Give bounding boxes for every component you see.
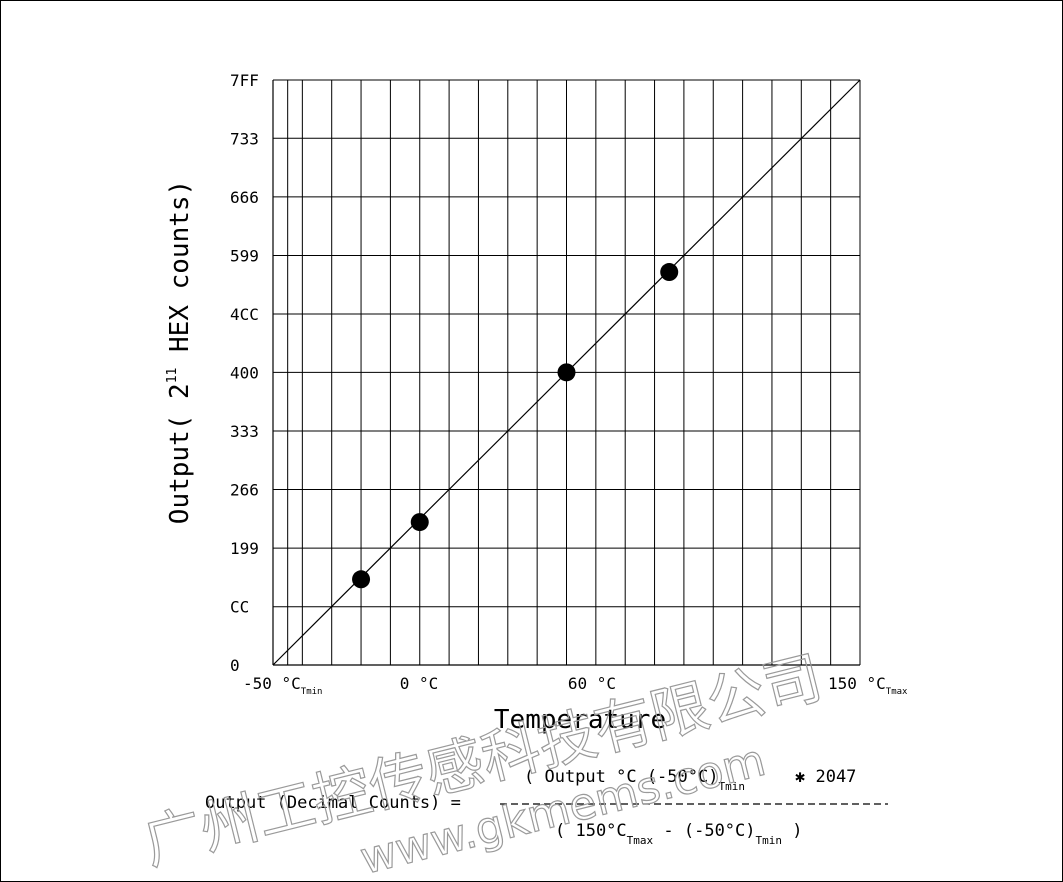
y-axis-label-sup: 11 (165, 368, 180, 384)
y-tick-label: 733 (230, 129, 259, 148)
formula-multiplier: ✱ 2047 (795, 767, 856, 787)
formula-numerator-sub: Tmin (718, 780, 745, 793)
watermark: 广州工控传感科技有限公司 www.gkmems.com (136, 643, 829, 882)
x-tick-label-text: 0 °C (400, 674, 439, 693)
grid (272, 79, 861, 666)
x-tick-label: 60 °C (568, 674, 616, 693)
y-tick-label: CC (230, 598, 249, 617)
data-point (352, 570, 371, 589)
y-tick-label: 333 (230, 422, 259, 441)
formula-numerator: ( Output °C (-50°C)Tmin (524, 767, 745, 793)
y-tick-label: 4CC (230, 305, 259, 324)
formula-lhs: Output (Decimal Counts) = (205, 793, 461, 813)
y-axis-label-prefix: Output( 2 (165, 383, 195, 524)
x-tick-label-text: 60 °C (568, 674, 616, 693)
y-tick-label: 666 (230, 188, 259, 207)
y-tick-label: 199 (230, 539, 259, 558)
x-tick-label-sub: Tmin (301, 687, 323, 697)
formula-denominator-b-sub: Tmin (756, 834, 783, 847)
formula-denominator-c: ) (782, 821, 802, 841)
x-tick-label-text: -50 °C (243, 674, 301, 693)
y-tick-label: 400 (230, 363, 259, 382)
formula-denominator-a-sub: Tmax (627, 834, 654, 847)
y-axis-label-suffix: HEX counts) (165, 180, 195, 368)
x-tick-label-sub: Tmax (886, 687, 908, 697)
x-tick-label: -50 °CTmin (243, 674, 322, 697)
x-tick-label-text: 150 °C (828, 674, 886, 693)
x-tick-label: 150 °CTmax (828, 674, 908, 697)
formula-denominator-a: ( 150°C (555, 821, 627, 841)
data-point (660, 263, 679, 282)
y-tick-label: 266 (230, 481, 259, 500)
x-tick-label: 0 °C (400, 674, 439, 693)
formula-denominator: ( 150°CTmax - (-50°C)Tmin ) (555, 821, 803, 847)
formula-denominator-b: - (-50°C) (653, 821, 755, 841)
y-axis-label: Output( 211 HEX counts) (165, 180, 195, 524)
formula: Output (Decimal Counts) = ( Output °C (-… (205, 767, 888, 847)
formula-numerator-main: ( Output °C (-50°C) (524, 767, 718, 787)
data-point (410, 513, 429, 532)
series (272, 79, 861, 666)
y-tick-label: 0 (230, 656, 240, 675)
y-tick-label: 7FF (230, 71, 259, 90)
y-tick-label: 599 (230, 246, 259, 265)
x-axis-label: Temperature (494, 705, 666, 735)
tick-labels: 0 CC 199 266 333 400 4CC 599 666 733 7FF -50 °CTmin… (230, 71, 908, 697)
data-point (557, 363, 576, 382)
